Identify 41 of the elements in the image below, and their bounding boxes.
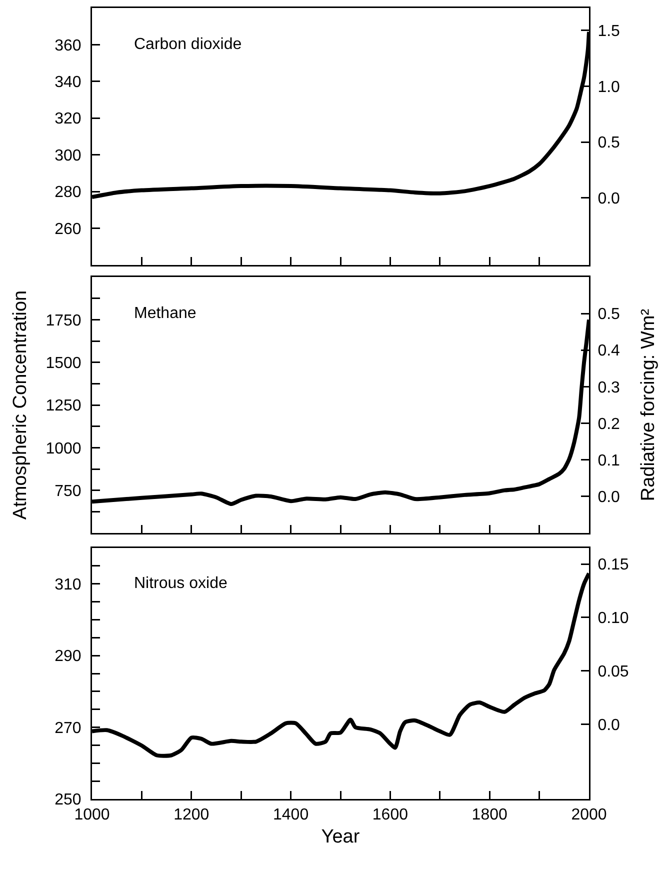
y-tick-label: 1750 [46, 312, 82, 330]
y-tick-label: 1500 [46, 354, 82, 372]
y2-tick-label: 0.10 [598, 610, 629, 628]
y-tick-label: 290 [54, 648, 82, 666]
y-tick-label: 320 [54, 110, 82, 128]
y-tick-label: 270 [54, 720, 82, 737]
x-axis-title: Year [321, 826, 360, 848]
y2-tick-label: 0.3 [598, 379, 620, 396]
y2-tick-label: 0.5 [598, 306, 620, 324]
x-tick-label: 1200 [174, 806, 210, 824]
y2-axis-title: Radiative forcing: Wm² [638, 308, 659, 502]
x-tick-label: 1400 [273, 806, 309, 824]
y2-tick-label: 0.0 [598, 489, 620, 506]
y2-tick-label: 0.1 [598, 452, 620, 470]
y2-tick-label: 0.0 [598, 190, 620, 208]
y-tick-label: 1000 [46, 440, 82, 458]
annotation: Methane [134, 305, 196, 322]
x-tick-label: 1600 [372, 806, 408, 824]
x-tick-label: 2000 [571, 806, 607, 824]
y-tick-label: 750 [54, 482, 82, 500]
x-tick-label: 1000 [74, 806, 110, 824]
y2-tick-label: 0.05 [598, 663, 629, 680]
y2-tick-label: 0.15 [598, 556, 629, 574]
y-tick-label: 260 [54, 220, 82, 238]
x-tick-label: 1800 [472, 806, 508, 824]
y-tick-label: 340 [54, 74, 82, 92]
y2-tick-label: 1.5 [598, 22, 620, 40]
y-tick-label: 360 [54, 37, 82, 54]
y2-tick-label: 0.5 [598, 134, 620, 152]
y-tick-label: 250 [54, 792, 82, 809]
y2-tick-label: 1.0 [598, 78, 620, 96]
y-tick-label: 310 [54, 576, 82, 594]
annotation: Nitrous oxide [134, 575, 228, 592]
y-tick-label: 300 [54, 147, 82, 164]
y2-tick-label: 0.4 [598, 342, 620, 360]
y2-tick-label: 0.2 [598, 416, 620, 433]
y-tick-label: 280 [54, 184, 82, 202]
y-tick-label: 1250 [46, 398, 82, 415]
annotation: Carbon dioxide [134, 36, 242, 53]
y2-tick-label: 0.0 [598, 716, 620, 734]
y-axis-title: Atmospheric Concentration [10, 290, 31, 520]
